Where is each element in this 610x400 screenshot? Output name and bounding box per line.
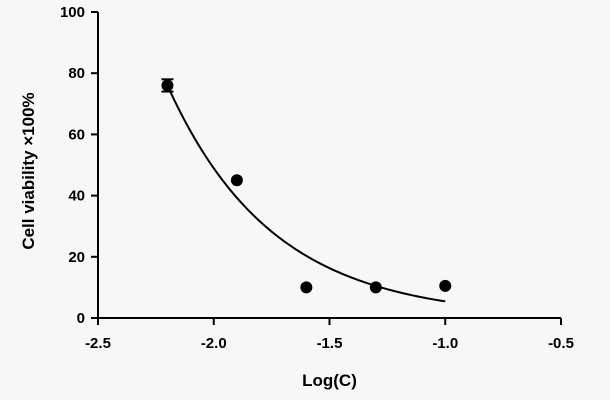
y-tick-label: 80 (68, 65, 85, 82)
data-point (161, 79, 174, 92)
y-tick-label: 60 (68, 126, 85, 143)
y-tick-label: 20 (68, 249, 85, 266)
y-tick-label: 100 (60, 4, 85, 21)
x-tick-label: -1.0 (432, 335, 458, 352)
data-points (161, 79, 452, 294)
x-axis-title: Log(C) (302, 371, 357, 390)
x-tick-label: -0.5 (548, 335, 574, 352)
data-point (300, 281, 313, 294)
data-point (369, 281, 382, 294)
fit-curve (166, 85, 446, 303)
y-axis-ticks: 0 20 40 60 80 100 (60, 4, 98, 327)
x-axis-ticks: -2.5 -2.0 -1.5 -1.0 -0.5 (85, 318, 574, 352)
plot-area: -2.5 -2.0 -1.5 -1.0 -0.5 0 20 40 60 80 100 (60, 4, 574, 352)
data-point (439, 279, 452, 292)
data-point (230, 174, 243, 187)
y-tick-label: 40 (68, 188, 85, 205)
x-tick-label: -2.0 (201, 335, 227, 352)
y-tick-label: 0 (77, 310, 85, 327)
x-tick-label: -1.5 (317, 335, 343, 352)
x-tick-label: -2.5 (85, 335, 111, 352)
y-axis-title: Cell viability ×100% (19, 92, 38, 249)
